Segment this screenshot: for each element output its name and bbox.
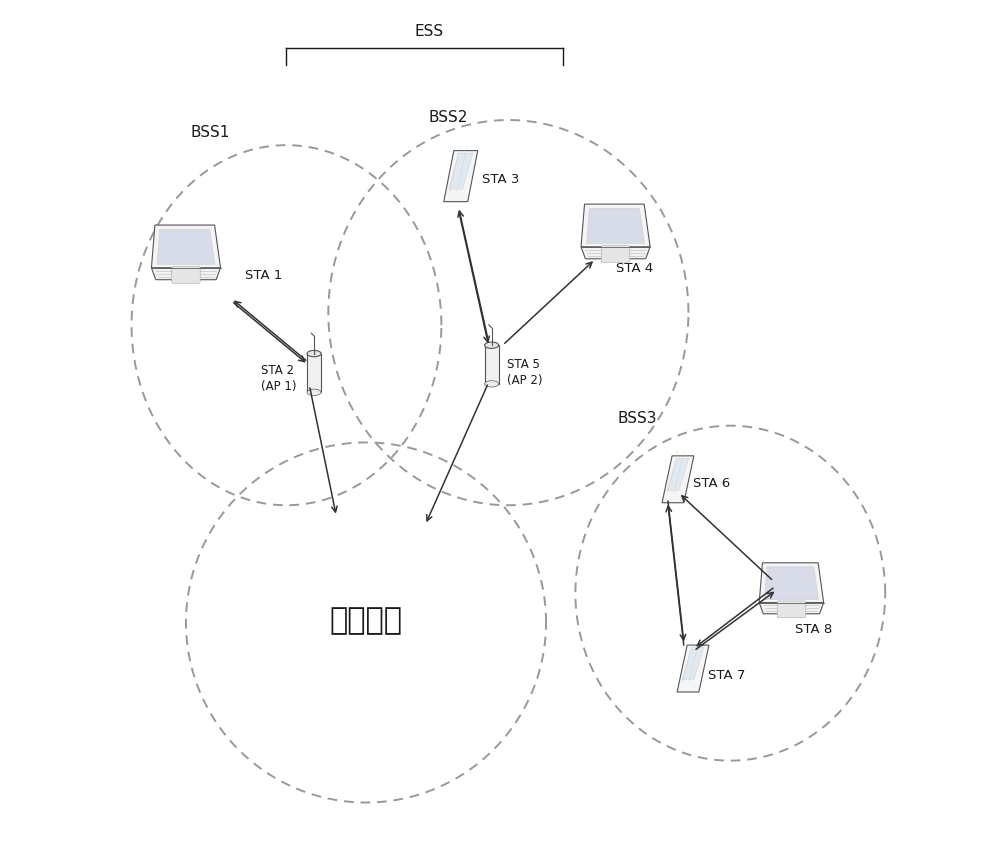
FancyBboxPatch shape	[777, 601, 806, 618]
Polygon shape	[449, 153, 473, 189]
Text: STA 7: STA 7	[708, 669, 745, 683]
Polygon shape	[667, 459, 689, 490]
Text: BSS2: BSS2	[429, 110, 468, 125]
Polygon shape	[587, 208, 644, 244]
Text: BSS3: BSS3	[617, 411, 657, 427]
Polygon shape	[444, 151, 478, 201]
Ellipse shape	[307, 389, 321, 395]
Text: ESS: ESS	[414, 24, 443, 40]
Ellipse shape	[485, 342, 499, 348]
Text: BSS1: BSS1	[190, 125, 230, 140]
Polygon shape	[759, 563, 824, 603]
Polygon shape	[151, 268, 221, 280]
Polygon shape	[677, 645, 709, 692]
Text: STA 5
(AP 2): STA 5 (AP 2)	[507, 358, 542, 387]
Polygon shape	[764, 566, 818, 599]
Text: 分布系统: 分布系统	[330, 606, 403, 636]
FancyBboxPatch shape	[485, 346, 499, 384]
FancyBboxPatch shape	[601, 245, 630, 262]
FancyBboxPatch shape	[172, 266, 200, 283]
FancyBboxPatch shape	[307, 353, 321, 392]
Ellipse shape	[485, 381, 499, 387]
Polygon shape	[581, 247, 650, 259]
Polygon shape	[662, 456, 694, 502]
Polygon shape	[759, 603, 824, 614]
Text: STA 1: STA 1	[245, 269, 282, 282]
Polygon shape	[581, 204, 650, 247]
Polygon shape	[682, 647, 704, 679]
Polygon shape	[157, 229, 215, 265]
Text: STA 6: STA 6	[693, 477, 730, 490]
Text: STA 2
(AP 1): STA 2 (AP 1)	[261, 364, 297, 393]
Polygon shape	[151, 225, 221, 268]
Ellipse shape	[307, 351, 321, 357]
Text: STA 3: STA 3	[482, 173, 519, 185]
Text: STA 4: STA 4	[616, 262, 653, 276]
Text: STA 8: STA 8	[795, 622, 832, 636]
